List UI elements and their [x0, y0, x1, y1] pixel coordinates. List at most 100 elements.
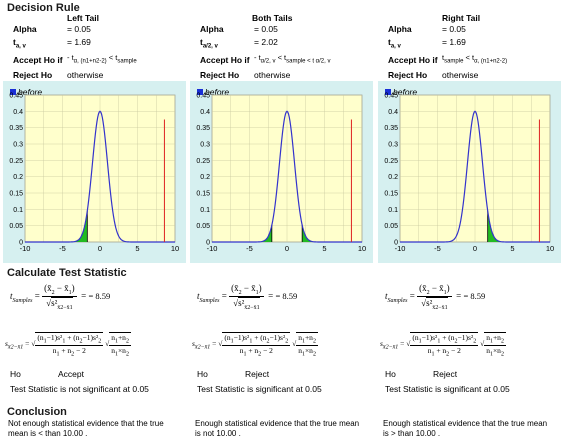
panel-name: Both Tails: [252, 13, 293, 23]
y-tick-label: 0.4: [13, 109, 23, 116]
y-tick-label: 0.05: [384, 223, 398, 230]
legend-swatch: [385, 88, 391, 95]
y-tick-label: 0.4: [200, 109, 210, 116]
t-label: ta, v: [388, 37, 401, 50]
accept-rule: tsample < tα, (n1+n2-2): [442, 53, 508, 65]
x-tick-label: 5: [510, 244, 514, 253]
y-tick-label: 0.05: [196, 223, 210, 230]
chart-panel: before 0 0.05 0.1 0.15 0.2 0.25 0.3 0.35 0.4 0.45…: [3, 81, 186, 263]
rejection-region: [487, 210, 509, 242]
t-value: = 1.69: [67, 37, 91, 47]
density-curve: [400, 110, 550, 243]
legend-label: before: [205, 86, 230, 97]
t-samples-formula: tSamples = (x̄2 − x̄1) √s²x̄2−x̄1 = = 8.5…: [10, 283, 111, 311]
pooled-se-formula: sx̄2−x̄1 = √ (n1−1)s²1 + (n2−1)s²2 n1 + n2…: [192, 332, 318, 357]
ho-action: Reject: [433, 369, 458, 379]
distribution-chart: 0 0.05 0.1 0.15 0.2 0.25 0.3 0.35 0.4 0.45 -10 -5 0 5…: [9, 93, 179, 254]
alpha-value: = 0.05: [67, 24, 91, 34]
t-samples-value: = 8.59: [88, 290, 111, 301]
t-label: ta, v: [13, 37, 26, 50]
decision-rule-title: Decision Rule: [7, 2, 80, 14]
y-tick-label: 0.05: [9, 223, 23, 230]
legend-label: before: [393, 86, 418, 97]
t-value: = 1.69: [442, 37, 466, 47]
legend: before: [197, 83, 229, 101]
pooled-se-formula: sx̄2−x̄1 = √ (n1−1)s²1 + (n2−1)s²2 n1 + n2…: [5, 332, 131, 357]
reject-value: otherwise: [442, 70, 479, 80]
y-tick-label: 0.35: [196, 125, 210, 132]
y-tick-label: 0.25: [384, 158, 398, 165]
test-statement: Test Statistic is not significant at 0.0…: [10, 384, 149, 394]
x-tick-label: 10: [546, 244, 554, 253]
reject-value: otherwise: [67, 70, 104, 80]
y-tick-label: 0.4: [388, 109, 398, 116]
conclusion-text: Enough statistical evidence that the tru…: [195, 419, 360, 438]
t-samples-formula: tSamples = (x̄2 − x̄1) √s²x̄2−x̄1 = = 8.5…: [197, 283, 298, 311]
x-tick-label: 5: [135, 244, 139, 253]
accept-label: Accept Ho if: [200, 55, 250, 65]
t-samples-value: = 8.59: [463, 290, 486, 301]
rejection-region: [66, 211, 88, 242]
x-tick-label: -5: [59, 244, 66, 253]
y-tick-label: 0.3: [200, 142, 210, 149]
x-tick-label: -10: [20, 244, 31, 253]
y-tick-label: 0: [19, 240, 23, 247]
y-tick-label: 0: [206, 240, 210, 247]
y-tick-label: 0.1: [13, 207, 23, 214]
y-tick-label: 0.45: [196, 93, 210, 100]
x-tick-label: 10: [171, 244, 179, 253]
accept-label: Accept Ho if: [13, 55, 63, 65]
test-statement: Test Statistic is significant at 0.05: [197, 384, 322, 394]
density-curve: [212, 110, 362, 243]
legend: before: [10, 83, 42, 101]
y-tick-label: 0.2: [13, 174, 23, 181]
reject-value: otherwise: [254, 70, 291, 80]
t-label: ta/2, v: [200, 37, 218, 50]
y-tick-label: 0.25: [196, 158, 210, 165]
ho-label: Ho: [10, 369, 21, 379]
alpha-label: Alpha: [388, 24, 412, 34]
y-tick-label: 0.2: [200, 174, 210, 181]
ho-label: Ho: [385, 369, 396, 379]
y-tick-label: 0.35: [384, 125, 398, 132]
reject-label: Reject Ho: [388, 70, 428, 80]
x-tick-label: 0: [285, 244, 289, 253]
t-samples-value: = 8.59: [275, 290, 298, 301]
ho-action: Reject: [245, 369, 270, 379]
panel-name: Right Tail: [442, 13, 481, 23]
ho-action: Accept: [58, 369, 84, 379]
y-tick-label: 0.45: [384, 93, 398, 100]
y-tick-label: 0.15: [196, 191, 210, 198]
y-tick-label: 0.3: [13, 142, 23, 149]
x-tick-label: -5: [246, 244, 253, 253]
t-value: = 2.02: [254, 37, 278, 47]
x-tick-label: -10: [207, 244, 218, 253]
alpha-value: = 0.05: [442, 24, 466, 34]
y-tick-label: 0.35: [9, 125, 23, 132]
alpha-label: Alpha: [13, 24, 37, 34]
chart-panel: before 0 0.05 0.1 0.15 0.2 0.25 0.3 0.35 0.4 0.45…: [190, 81, 373, 263]
test-statement: Test Statistic is significant at 0.05: [385, 384, 510, 394]
x-tick-label: 10: [358, 244, 366, 253]
x-tick-label: 0: [473, 244, 477, 253]
x-tick-label: -5: [434, 244, 441, 253]
y-tick-label: 0.15: [384, 191, 398, 198]
accept-label: Accept Ho if: [388, 55, 438, 65]
chart-panel: before 0 0.05 0.1 0.15 0.2 0.25 0.3 0.35 0.4 0.45…: [378, 81, 561, 263]
calc-title: Calculate Test Statistic: [7, 267, 127, 279]
alpha-label: Alpha: [200, 24, 224, 34]
y-tick-label: 0.15: [9, 191, 23, 198]
legend-swatch: [197, 88, 203, 95]
y-tick-label: 0.45: [9, 93, 23, 100]
y-tick-label: 0.3: [388, 142, 398, 149]
pooled-se-formula: sx̄2−x̄1 = √ (n1−1)s²1 + (n2−1)s²2 n1 + n2…: [380, 332, 506, 357]
conclusion-text: Not enough statistical evidence that the…: [8, 419, 164, 438]
y-tick-label: 0.1: [388, 207, 398, 214]
y-tick-label: 0.1: [200, 207, 210, 214]
reject-label: Reject Ho: [13, 70, 53, 80]
conclusion-title: Conclusion: [7, 406, 67, 418]
y-tick-label: 0.2: [388, 174, 398, 181]
reject-label: Reject Ho: [200, 70, 240, 80]
x-tick-label: 0: [98, 244, 102, 253]
legend-swatch: [10, 88, 16, 95]
